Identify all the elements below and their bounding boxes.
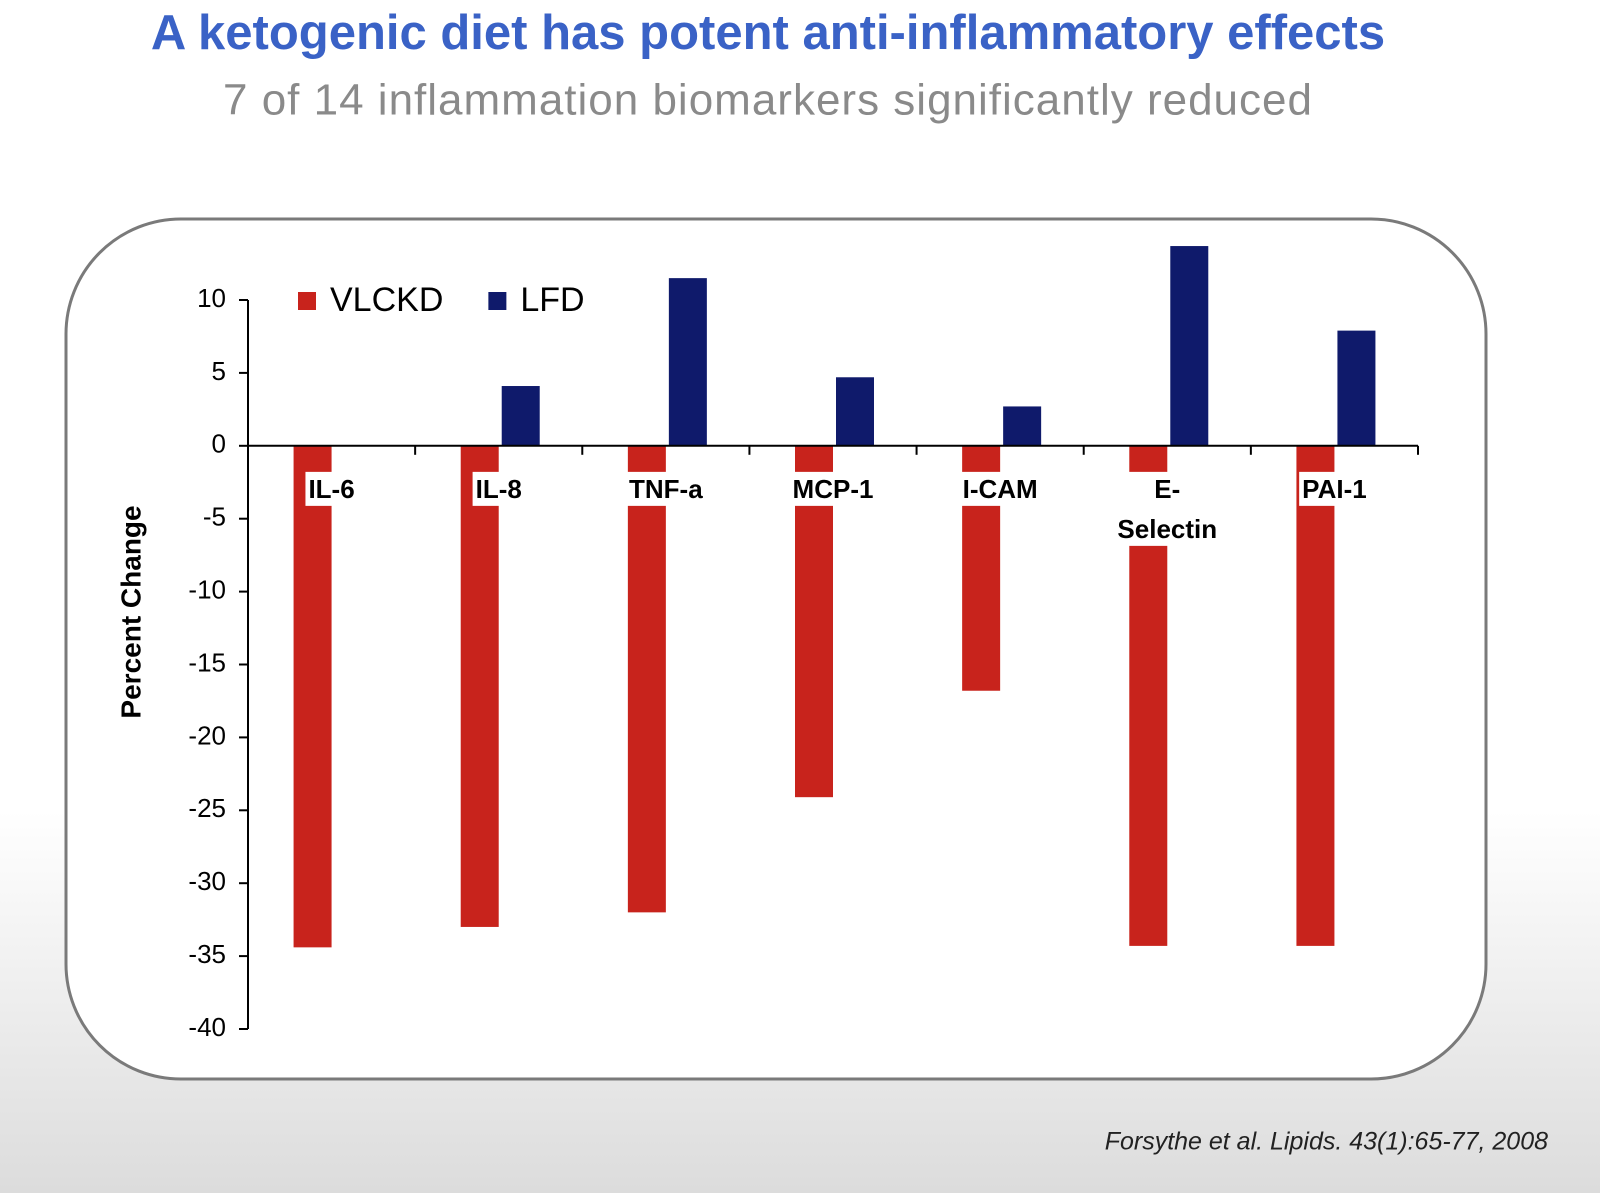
bar [627,445,666,913]
x-tick-label-bg [472,471,525,506]
bar [460,445,499,927]
x-tick-label: MCP-1 [793,474,874,504]
x-tick-label-line: Selectin [1117,514,1217,544]
y-tick-label: 0 [212,429,226,459]
slide-title: A ketogenic diet has potent anti-inflamm… [151,6,1385,60]
y-tick-label: -5 [203,502,226,532]
x-tick-label: IL-6 [308,474,354,504]
x-tick-label-bg [789,471,877,506]
x-tick-label-line: E- [1154,474,1180,504]
x-tick-label: I-CAM [963,474,1038,504]
y-tick-label: -30 [188,866,226,896]
x-tick-label-bg [305,471,358,506]
y-axis-label: Percent Change [115,505,146,718]
legend-label: VLCKD [330,281,443,319]
bar [501,386,540,446]
y-tick-label: -40 [188,1012,226,1042]
x-tick-label-group: TNF-a [626,471,707,506]
bar [293,445,332,948]
x-tick-label-group: I-CAM [959,471,1041,506]
bar [668,278,707,446]
y-tick-label: 5 [212,356,226,386]
x-tick-label-group: PAI-1 [1299,471,1370,506]
x-tick-label: E- Selectin [1117,474,1217,544]
legend-label: LFD [520,281,584,319]
y-tick-label: -10 [188,574,226,604]
y-tick-label: -35 [188,939,226,969]
x-tick-label-group: IL-6 [305,471,358,506]
slide-subtitle: 7 of 14 inflammation biomarkers signific… [223,76,1313,125]
x-tick-label: IL-8 [476,474,522,504]
x-tick-label-group: MCP-1 [789,471,877,506]
x-tick-label-group: IL-8 [472,471,525,506]
y-tick-label: -20 [188,720,226,750]
x-tick-label: TNF-a [629,474,703,504]
bar [836,377,874,446]
bar [1296,445,1335,946]
bar [1337,330,1376,446]
x-tick-label-bg [1114,471,1221,546]
citation: Forsythe et al. Lipids. 43(1):65-77, 200… [1105,1128,1548,1156]
bar [1170,246,1209,446]
legend-swatch [298,292,316,310]
y-tick-label: 10 [197,283,226,313]
x-tick-label-bg [626,471,707,506]
legend-swatch [488,292,507,310]
x-tick-label-bg [959,471,1041,506]
y-tick-label: -25 [188,793,226,823]
y-tick-label: -15 [188,647,226,677]
chart-panel [64,217,1488,1081]
bar [1003,406,1042,446]
x-tick-label: PAI-1 [1302,474,1367,504]
x-tick-label-group: E- Selectin [1114,471,1221,546]
x-tick-label-bg [1299,471,1370,506]
